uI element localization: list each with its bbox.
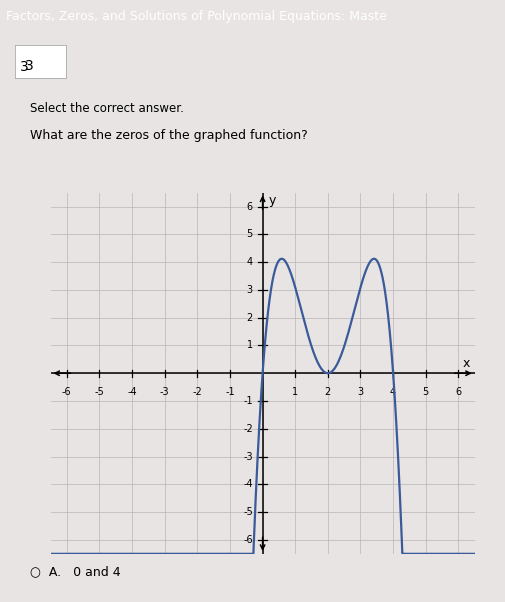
Text: 4: 4 [390, 387, 396, 397]
Text: 1: 1 [246, 341, 253, 350]
Text: Factors, Zeros, and Solutions of Polynomial Equations: Maste: Factors, Zeros, and Solutions of Polynom… [6, 10, 387, 23]
Text: 5: 5 [423, 387, 429, 397]
Text: -4: -4 [243, 479, 253, 489]
Text: -1: -1 [243, 396, 253, 406]
Text: -2: -2 [243, 424, 253, 434]
Text: -1: -1 [225, 387, 235, 397]
Text: 4: 4 [246, 257, 253, 267]
Text: -5: -5 [94, 387, 105, 397]
Text: -6: -6 [62, 387, 72, 397]
Text: 6: 6 [246, 202, 253, 211]
Text: 3: 3 [25, 59, 34, 73]
Text: What are the zeros of the graphed function?: What are the zeros of the graphed functi… [30, 129, 308, 143]
Text: 3: 3 [246, 285, 253, 295]
Text: -3: -3 [243, 452, 253, 462]
Text: 2: 2 [246, 312, 253, 323]
Text: 6: 6 [456, 387, 462, 397]
Text: 3: 3 [358, 387, 364, 397]
Text: ○  A.   0 and 4: ○ A. 0 and 4 [30, 565, 121, 579]
Text: -4: -4 [127, 387, 137, 397]
Text: 5: 5 [246, 229, 253, 240]
Text: -2: -2 [192, 387, 202, 397]
Text: 1: 1 [292, 387, 298, 397]
Text: -6: -6 [243, 535, 253, 545]
Text: y: y [269, 194, 276, 208]
Text: 3: 3 [20, 60, 29, 74]
Text: x: x [463, 357, 470, 370]
Text: -5: -5 [243, 507, 253, 517]
Text: Select the correct answer.: Select the correct answer. [30, 102, 184, 116]
Text: 2: 2 [325, 387, 331, 397]
Text: -3: -3 [160, 387, 170, 397]
